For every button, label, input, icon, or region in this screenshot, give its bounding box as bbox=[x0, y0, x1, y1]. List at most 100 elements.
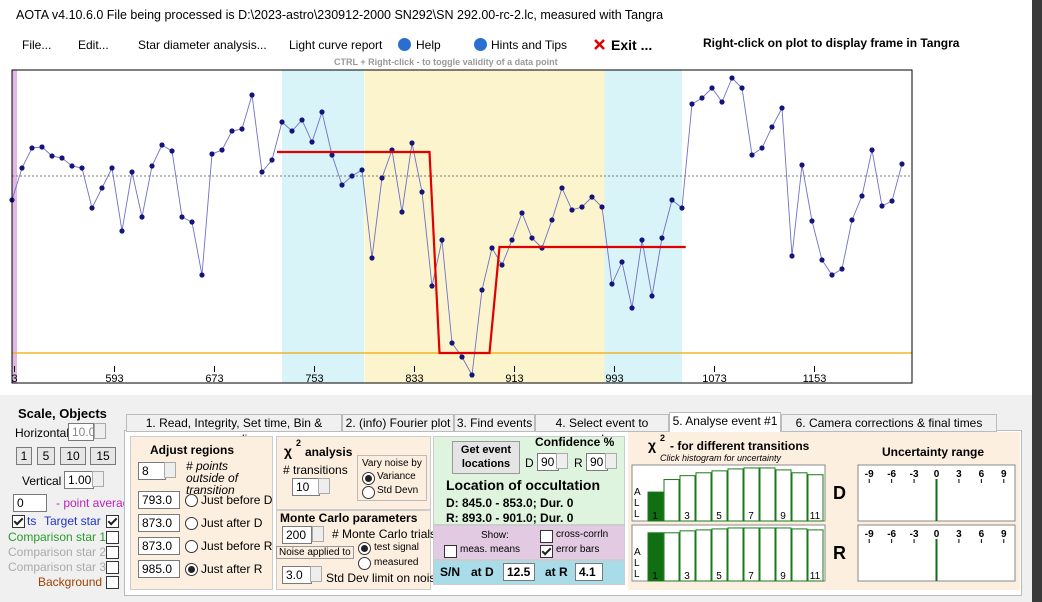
bar-label: 1 bbox=[652, 571, 658, 582]
input[interactable]: 1.00 bbox=[64, 471, 94, 489]
spinner[interactable] bbox=[94, 423, 106, 439]
data-point bbox=[289, 128, 295, 134]
data-point bbox=[869, 147, 875, 153]
dropdown[interactable]: 0 bbox=[13, 494, 47, 512]
menu-item[interactable]: Help bbox=[416, 38, 441, 52]
menu-item[interactable]: Star diameter analysis... bbox=[138, 38, 267, 52]
button[interactable]: 1 bbox=[16, 447, 32, 465]
data-point bbox=[659, 235, 665, 241]
label: cross-corrln bbox=[556, 529, 609, 540]
input[interactable]: 873.0 bbox=[138, 537, 180, 555]
radio[interactable] bbox=[185, 517, 198, 530]
checkbox[interactable] bbox=[540, 545, 553, 558]
input[interactable]: 10 bbox=[292, 478, 320, 496]
all-label: L bbox=[634, 498, 640, 509]
radio[interactable] bbox=[362, 486, 375, 499]
object-label: Background bbox=[38, 575, 103, 589]
data-point bbox=[569, 207, 575, 213]
data-point bbox=[419, 189, 425, 195]
data-point bbox=[899, 161, 905, 167]
spinner[interactable] bbox=[310, 566, 322, 582]
histogram-bar bbox=[775, 527, 792, 582]
input[interactable]: 10.0 bbox=[68, 423, 95, 441]
data-point bbox=[619, 259, 625, 265]
data-point bbox=[609, 281, 615, 287]
spinner[interactable] bbox=[318, 478, 330, 494]
histogram-bar bbox=[647, 491, 664, 522]
all-label: L bbox=[634, 569, 640, 580]
tab[interactable]: 3. Find events bbox=[454, 414, 535, 432]
spinner[interactable] bbox=[164, 462, 176, 478]
tick-label: 6 bbox=[979, 529, 985, 540]
data-point bbox=[369, 255, 375, 261]
tab-active[interactable]: 5. Analyse event #1 bbox=[669, 412, 781, 432]
input[interactable]: 3.0 bbox=[282, 566, 312, 584]
menu-item[interactable]: Light curve report bbox=[289, 38, 383, 52]
checkbox[interactable] bbox=[444, 545, 457, 558]
data-point bbox=[139, 214, 145, 220]
data-point bbox=[179, 214, 185, 220]
data-point bbox=[219, 147, 225, 153]
spinner[interactable] bbox=[312, 526, 324, 542]
radio[interactable] bbox=[362, 472, 375, 485]
checkbox[interactable] bbox=[106, 546, 119, 559]
data-point bbox=[719, 99, 725, 105]
button[interactable]: 5 bbox=[37, 447, 55, 465]
radio[interactable] bbox=[185, 494, 198, 507]
data-point bbox=[509, 237, 515, 243]
checkbox[interactable] bbox=[106, 576, 119, 589]
data-point bbox=[79, 165, 85, 171]
result: R: 893.0 - 901.0; Dur. 0 bbox=[446, 511, 574, 525]
help-icon bbox=[474, 38, 487, 51]
tab[interactable]: 4. Select event to analyse bbox=[535, 414, 669, 446]
data-point bbox=[699, 95, 705, 101]
spinner[interactable] bbox=[556, 453, 568, 469]
button[interactable]: 10 bbox=[60, 447, 86, 465]
checkbox[interactable] bbox=[12, 515, 25, 528]
tick-label: 3 bbox=[956, 469, 962, 480]
input[interactable]: 793.0 bbox=[138, 491, 180, 509]
tab[interactable]: 6. Camera corrections & final times Even… bbox=[781, 414, 997, 446]
checkbox[interactable] bbox=[106, 531, 119, 544]
output: 12.5 bbox=[503, 563, 535, 581]
x-tick-label: 1153 bbox=[803, 373, 827, 385]
radio[interactable] bbox=[185, 563, 198, 576]
checkbox[interactable] bbox=[106, 515, 119, 528]
menu-item[interactable]: Exit ... bbox=[611, 37, 653, 53]
bar-label: 11 bbox=[810, 571, 821, 582]
checkbox[interactable] bbox=[540, 530, 553, 543]
button[interactable]: 15 bbox=[90, 447, 116, 465]
object-label: Target star bbox=[44, 514, 101, 528]
menu-item[interactable]: File... bbox=[22, 38, 52, 52]
data-point bbox=[19, 165, 25, 171]
radio[interactable] bbox=[358, 542, 371, 555]
button[interactable]: Get event locations bbox=[452, 441, 520, 474]
input[interactable]: 985.0 bbox=[138, 560, 180, 578]
tick-label: -3 bbox=[910, 529, 919, 540]
spinner[interactable] bbox=[92, 471, 104, 487]
input[interactable]: 8 bbox=[138, 462, 166, 480]
superscript: 2 bbox=[660, 433, 666, 443]
light-curve-plot[interactable]: 3 593 673 753 833 913 993 1073 1153 bbox=[0, 66, 920, 388]
tick-label: -9 bbox=[865, 529, 874, 540]
data-point bbox=[39, 144, 45, 150]
radio[interactable] bbox=[358, 557, 371, 570]
histogram-bar bbox=[759, 467, 776, 522]
tab[interactable]: 2. (info) Fourier plot bbox=[342, 414, 454, 432]
object-label: ts bbox=[27, 514, 37, 528]
chi-symbol: χ bbox=[648, 437, 657, 453]
menu-item[interactable]: Edit... bbox=[78, 38, 109, 52]
data-point bbox=[689, 101, 695, 107]
spinner[interactable] bbox=[605, 453, 617, 469]
x-tick-label: 1073 bbox=[702, 373, 726, 385]
tab[interactable]: 1. Read, Integrity, Set time, Bin & norm… bbox=[126, 414, 342, 446]
input[interactable]: 873.0 bbox=[138, 514, 180, 532]
label: test signal bbox=[374, 542, 420, 553]
region-outside bbox=[282, 70, 364, 383]
checkbox[interactable] bbox=[106, 561, 119, 574]
input[interactable]: 200 bbox=[282, 526, 312, 544]
radio[interactable] bbox=[185, 540, 198, 553]
menu-item[interactable]: Hints and Tips bbox=[491, 38, 568, 52]
